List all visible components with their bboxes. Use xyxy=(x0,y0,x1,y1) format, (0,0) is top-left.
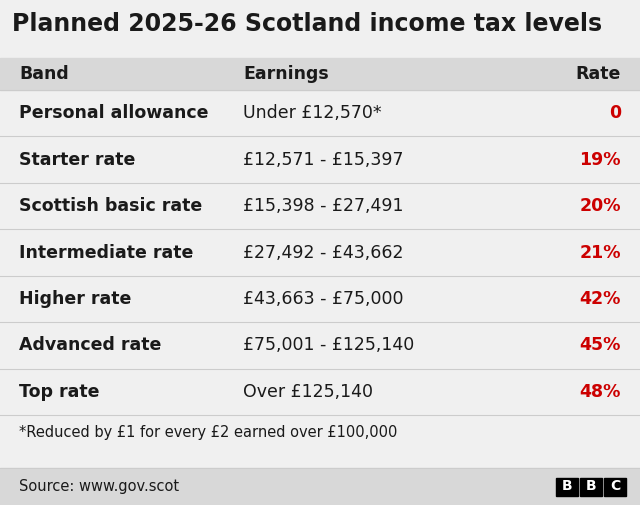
Text: £43,663 - £75,000: £43,663 - £75,000 xyxy=(243,290,404,308)
Text: Starter rate: Starter rate xyxy=(19,150,136,169)
Text: *Reduced by £1 for every £2 earned over £100,000: *Reduced by £1 for every £2 earned over … xyxy=(19,425,397,440)
Text: 0: 0 xyxy=(609,104,621,122)
Text: £12,571 - £15,397: £12,571 - £15,397 xyxy=(243,150,404,169)
Bar xyxy=(0,58,640,90)
Text: B: B xyxy=(562,480,572,493)
Text: £75,001 - £125,140: £75,001 - £125,140 xyxy=(243,336,415,355)
Text: Earnings: Earnings xyxy=(243,65,329,83)
Bar xyxy=(556,478,578,495)
Text: Rate: Rate xyxy=(575,65,621,83)
Bar xyxy=(580,478,602,495)
Text: £27,492 - £43,662: £27,492 - £43,662 xyxy=(243,243,404,262)
Text: Source: www.gov.scot: Source: www.gov.scot xyxy=(19,479,179,494)
Text: Personal allowance: Personal allowance xyxy=(19,104,209,122)
Text: Scottish basic rate: Scottish basic rate xyxy=(19,197,202,215)
Text: Advanced rate: Advanced rate xyxy=(19,336,161,355)
Text: Band: Band xyxy=(19,65,69,83)
Text: Planned 2025-26 Scotland income tax levels: Planned 2025-26 Scotland income tax leve… xyxy=(12,12,602,36)
Text: B: B xyxy=(586,480,596,493)
Text: Higher rate: Higher rate xyxy=(19,290,132,308)
Text: 21%: 21% xyxy=(579,243,621,262)
Text: 20%: 20% xyxy=(579,197,621,215)
Text: Top rate: Top rate xyxy=(19,383,100,401)
Bar xyxy=(604,478,626,495)
Text: 45%: 45% xyxy=(579,336,621,355)
Bar xyxy=(0,468,640,505)
Text: Intermediate rate: Intermediate rate xyxy=(19,243,193,262)
Text: £15,398 - £27,491: £15,398 - £27,491 xyxy=(243,197,404,215)
Text: Over £125,140: Over £125,140 xyxy=(243,383,373,401)
Text: 48%: 48% xyxy=(579,383,621,401)
Text: 42%: 42% xyxy=(579,290,621,308)
Text: Under £12,570*: Under £12,570* xyxy=(243,104,382,122)
Text: 19%: 19% xyxy=(579,150,621,169)
Text: C: C xyxy=(610,480,620,493)
